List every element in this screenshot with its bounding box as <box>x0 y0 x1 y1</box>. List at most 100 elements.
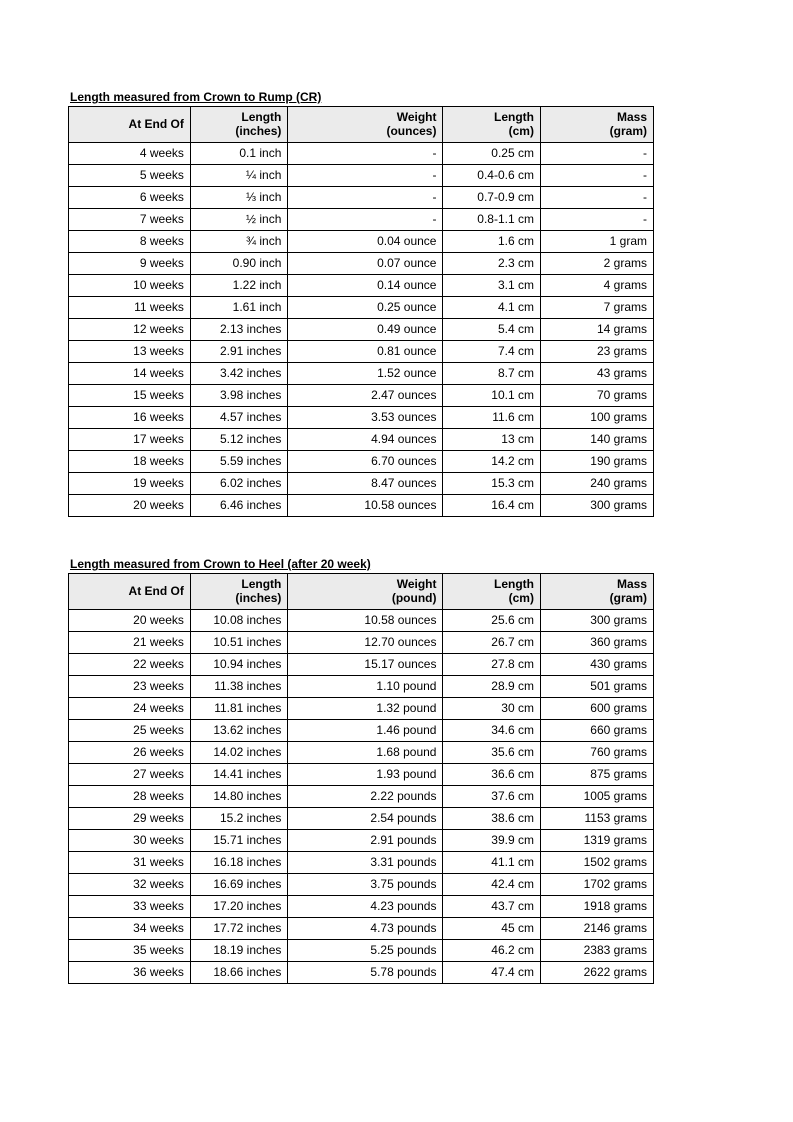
table2-cell: 30 cm <box>443 697 541 719</box>
table1-cell: ¼ inch <box>190 164 288 186</box>
table2-cell: 10.51 inches <box>190 631 288 653</box>
table1-cell: - <box>540 164 653 186</box>
table1-cell: 300 grams <box>540 494 653 516</box>
table1-cell: - <box>288 142 443 164</box>
table-row: 8 weeks¾ inch0.04 ounce1.6 cm1 gram <box>69 230 654 252</box>
table-row: 12 weeks2.13 inches0.49 ounce5.4 cm14 gr… <box>69 318 654 340</box>
table2-cell: 1702 grams <box>540 873 653 895</box>
table-row: 5 weeks¼ inch-0.4-0.6 cm- <box>69 164 654 186</box>
table2-cell: 14.80 inches <box>190 785 288 807</box>
table2-cell: 46.2 cm <box>443 939 541 961</box>
table1-cell: - <box>288 164 443 186</box>
table1-cell: 18 weeks <box>69 450 191 472</box>
table1-cell: 3.1 cm <box>443 274 541 296</box>
table2-cell: 300 grams <box>540 609 653 631</box>
table2-cell: 2383 grams <box>540 939 653 961</box>
table1-cell: 100 grams <box>540 406 653 428</box>
table1-cell: 10.58 ounces <box>288 494 443 516</box>
table2-cell: 5.25 pounds <box>288 939 443 961</box>
table1-col-header: Mass(gram) <box>540 107 653 143</box>
table1-cell: 2.13 inches <box>190 318 288 340</box>
table2-cell: 24 weeks <box>69 697 191 719</box>
table1-cell: 1.6 cm <box>443 230 541 252</box>
table1-cell: ¾ inch <box>190 230 288 252</box>
table2-cell: 1918 grams <box>540 895 653 917</box>
table1-cell: 240 grams <box>540 472 653 494</box>
table1-cell: 0.7-0.9 cm <box>443 186 541 208</box>
table2-cell: 29 weeks <box>69 807 191 829</box>
table2-cell: 16.69 inches <box>190 873 288 895</box>
table1-cell: 9 weeks <box>69 252 191 274</box>
table1-cell: 2.3 cm <box>443 252 541 274</box>
table-row: 23 weeks11.38 inches1.10 pound28.9 cm501… <box>69 675 654 697</box>
table1-cell: 3.98 inches <box>190 384 288 406</box>
table-row: 21 weeks10.51 inches12.70 ounces26.7 cm3… <box>69 631 654 653</box>
table1-body: 4 weeks0.1 inch-0.25 cm-5 weeks¼ inch-0.… <box>69 142 654 516</box>
table1-cell: 0.81 ounce <box>288 340 443 362</box>
table1-cell: 3.42 inches <box>190 362 288 384</box>
table1-cell: 0.04 ounce <box>288 230 443 252</box>
table2-cell: 1.93 pound <box>288 763 443 785</box>
table1-cell: 8.47 ounces <box>288 472 443 494</box>
table1-cell: 4.94 ounces <box>288 428 443 450</box>
table1-cell: 17 weeks <box>69 428 191 450</box>
table2-cell: 760 grams <box>540 741 653 763</box>
table1-cell: 1 gram <box>540 230 653 252</box>
table1-cell: 0.8-1.1 cm <box>443 208 541 230</box>
table2-cell: 30 weeks <box>69 829 191 851</box>
table1-cell: 140 grams <box>540 428 653 450</box>
table1-cell: - <box>540 186 653 208</box>
table1-col-header: Weight(ounces) <box>288 107 443 143</box>
section-gap <box>68 517 725 557</box>
table2-cell: 23 weeks <box>69 675 191 697</box>
table-row: 14 weeks3.42 inches1.52 ounce8.7 cm43 gr… <box>69 362 654 384</box>
table2-cell: 36.6 cm <box>443 763 541 785</box>
table2-cell: 1005 grams <box>540 785 653 807</box>
table1-cell: 5.59 inches <box>190 450 288 472</box>
table1-cell: 14.2 cm <box>443 450 541 472</box>
table-row: 19 weeks6.02 inches8.47 ounces15.3 cm240… <box>69 472 654 494</box>
document-page: Length measured from Crown to Rump (CR) … <box>0 0 793 1024</box>
table1-cell: 0.14 ounce <box>288 274 443 296</box>
table-row: 32 weeks16.69 inches3.75 pounds42.4 cm17… <box>69 873 654 895</box>
table2-cell: 17.72 inches <box>190 917 288 939</box>
table1-cell: 10.1 cm <box>443 384 541 406</box>
table2-cell: 15.71 inches <box>190 829 288 851</box>
table2-cell: 27 weeks <box>69 763 191 785</box>
table2-cell: 43.7 cm <box>443 895 541 917</box>
table1-cell: 10 weeks <box>69 274 191 296</box>
table-row: 9 weeks0.90 inch0.07 ounce2.3 cm2 grams <box>69 252 654 274</box>
table1-cell: 23 grams <box>540 340 653 362</box>
table2-cell: 17.20 inches <box>190 895 288 917</box>
table2-cell: 32 weeks <box>69 873 191 895</box>
table1-cell: 6.02 inches <box>190 472 288 494</box>
table2-cell: 3.75 pounds <box>288 873 443 895</box>
table-row: 4 weeks0.1 inch-0.25 cm- <box>69 142 654 164</box>
table2-cell: 45 cm <box>443 917 541 939</box>
table1-cell: 0.07 ounce <box>288 252 443 274</box>
table1-cell: 4 grams <box>540 274 653 296</box>
table-row: 25 weeks13.62 inches1.46 pound34.6 cm660… <box>69 719 654 741</box>
table2-cell: 21 weeks <box>69 631 191 653</box>
table2-cell: 35.6 cm <box>443 741 541 763</box>
table2-cell: 26 weeks <box>69 741 191 763</box>
table2-cell: 11.81 inches <box>190 697 288 719</box>
table1-cell: 3.53 ounces <box>288 406 443 428</box>
table1-cell: 1.61 inch <box>190 296 288 318</box>
table-row: 11 weeks1.61 inch0.25 ounce4.1 cm7 grams <box>69 296 654 318</box>
table2-body: 20 weeks10.08 inches10.58 ounces25.6 cm3… <box>69 609 654 983</box>
table-row: 33 weeks17.20 inches4.23 pounds43.7 cm19… <box>69 895 654 917</box>
table-row: 31 weeks16.18 inches3.31 pounds41.1 cm15… <box>69 851 654 873</box>
table2-cell: 360 grams <box>540 631 653 653</box>
table1-cell: 5.4 cm <box>443 318 541 340</box>
table1-cell: 2 grams <box>540 252 653 274</box>
table-row: 34 weeks17.72 inches4.73 pounds45 cm2146… <box>69 917 654 939</box>
table-row: 17 weeks5.12 inches4.94 ounces13 cm140 g… <box>69 428 654 450</box>
table2-cell: 25.6 cm <box>443 609 541 631</box>
table1-cell: 7.4 cm <box>443 340 541 362</box>
table2-cell: 1153 grams <box>540 807 653 829</box>
table2-cell: 14.02 inches <box>190 741 288 763</box>
table2-cell: 16.18 inches <box>190 851 288 873</box>
table1-cell: 43 grams <box>540 362 653 384</box>
table1-cell: 0.49 ounce <box>288 318 443 340</box>
